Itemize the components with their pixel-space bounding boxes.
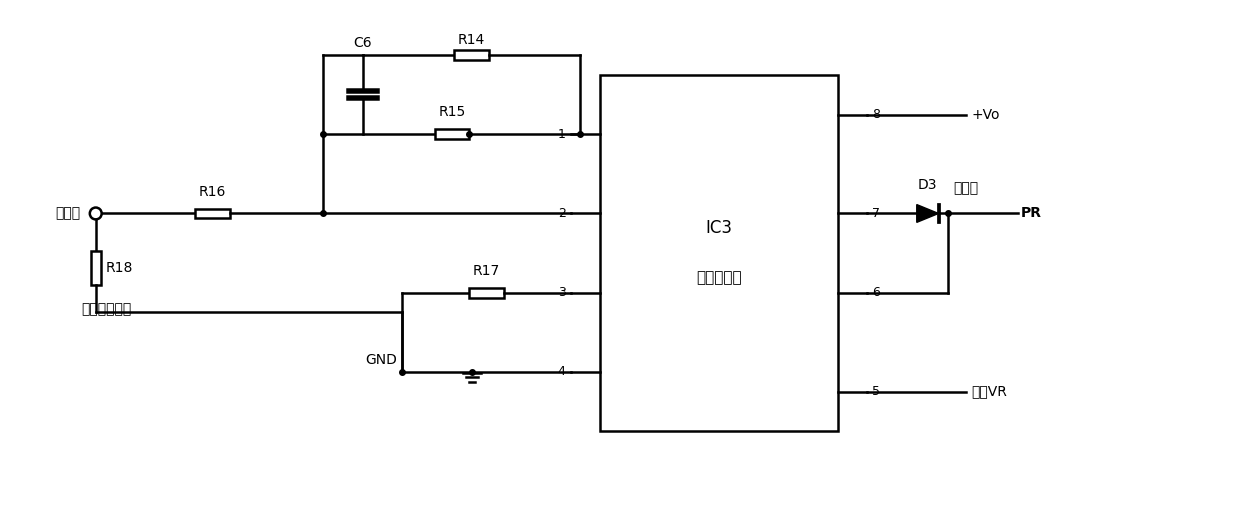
- Text: 均流端: 均流端: [954, 182, 978, 195]
- Bar: [454, 50, 489, 60]
- Text: 7: 7: [872, 207, 880, 220]
- Text: 5: 5: [872, 385, 880, 398]
- Text: 3: 3: [558, 286, 565, 299]
- Text: R17: R17: [472, 264, 500, 278]
- Text: R15: R15: [438, 106, 465, 120]
- Text: R18: R18: [105, 261, 133, 275]
- Text: C6: C6: [353, 36, 372, 50]
- Bar: [469, 288, 503, 298]
- Bar: [91, 250, 100, 285]
- Text: 2: 2: [558, 207, 565, 220]
- Text: 6: 6: [872, 286, 880, 299]
- Polygon shape: [916, 205, 939, 222]
- Text: R16: R16: [198, 185, 226, 199]
- Text: 运算放大器: 运算放大器: [696, 270, 742, 285]
- Text: 8: 8: [872, 108, 880, 121]
- Text: GND: GND: [366, 353, 398, 367]
- Text: 采样VR: 采样VR: [971, 385, 1007, 399]
- Text: IC3: IC3: [706, 220, 733, 238]
- Text: PR: PR: [1021, 206, 1042, 221]
- Bar: [600, 75, 837, 431]
- Text: R14: R14: [458, 33, 485, 47]
- Text: 4: 4: [558, 365, 565, 378]
- Text: 1: 1: [558, 128, 565, 141]
- Bar: [195, 208, 229, 219]
- Text: 电流采样电阻: 电流采样电阻: [81, 303, 131, 317]
- Text: D3: D3: [918, 177, 937, 192]
- Text: +Vo: +Vo: [971, 108, 999, 122]
- Bar: [434, 129, 469, 140]
- Text: 变压器: 变压器: [56, 206, 81, 221]
